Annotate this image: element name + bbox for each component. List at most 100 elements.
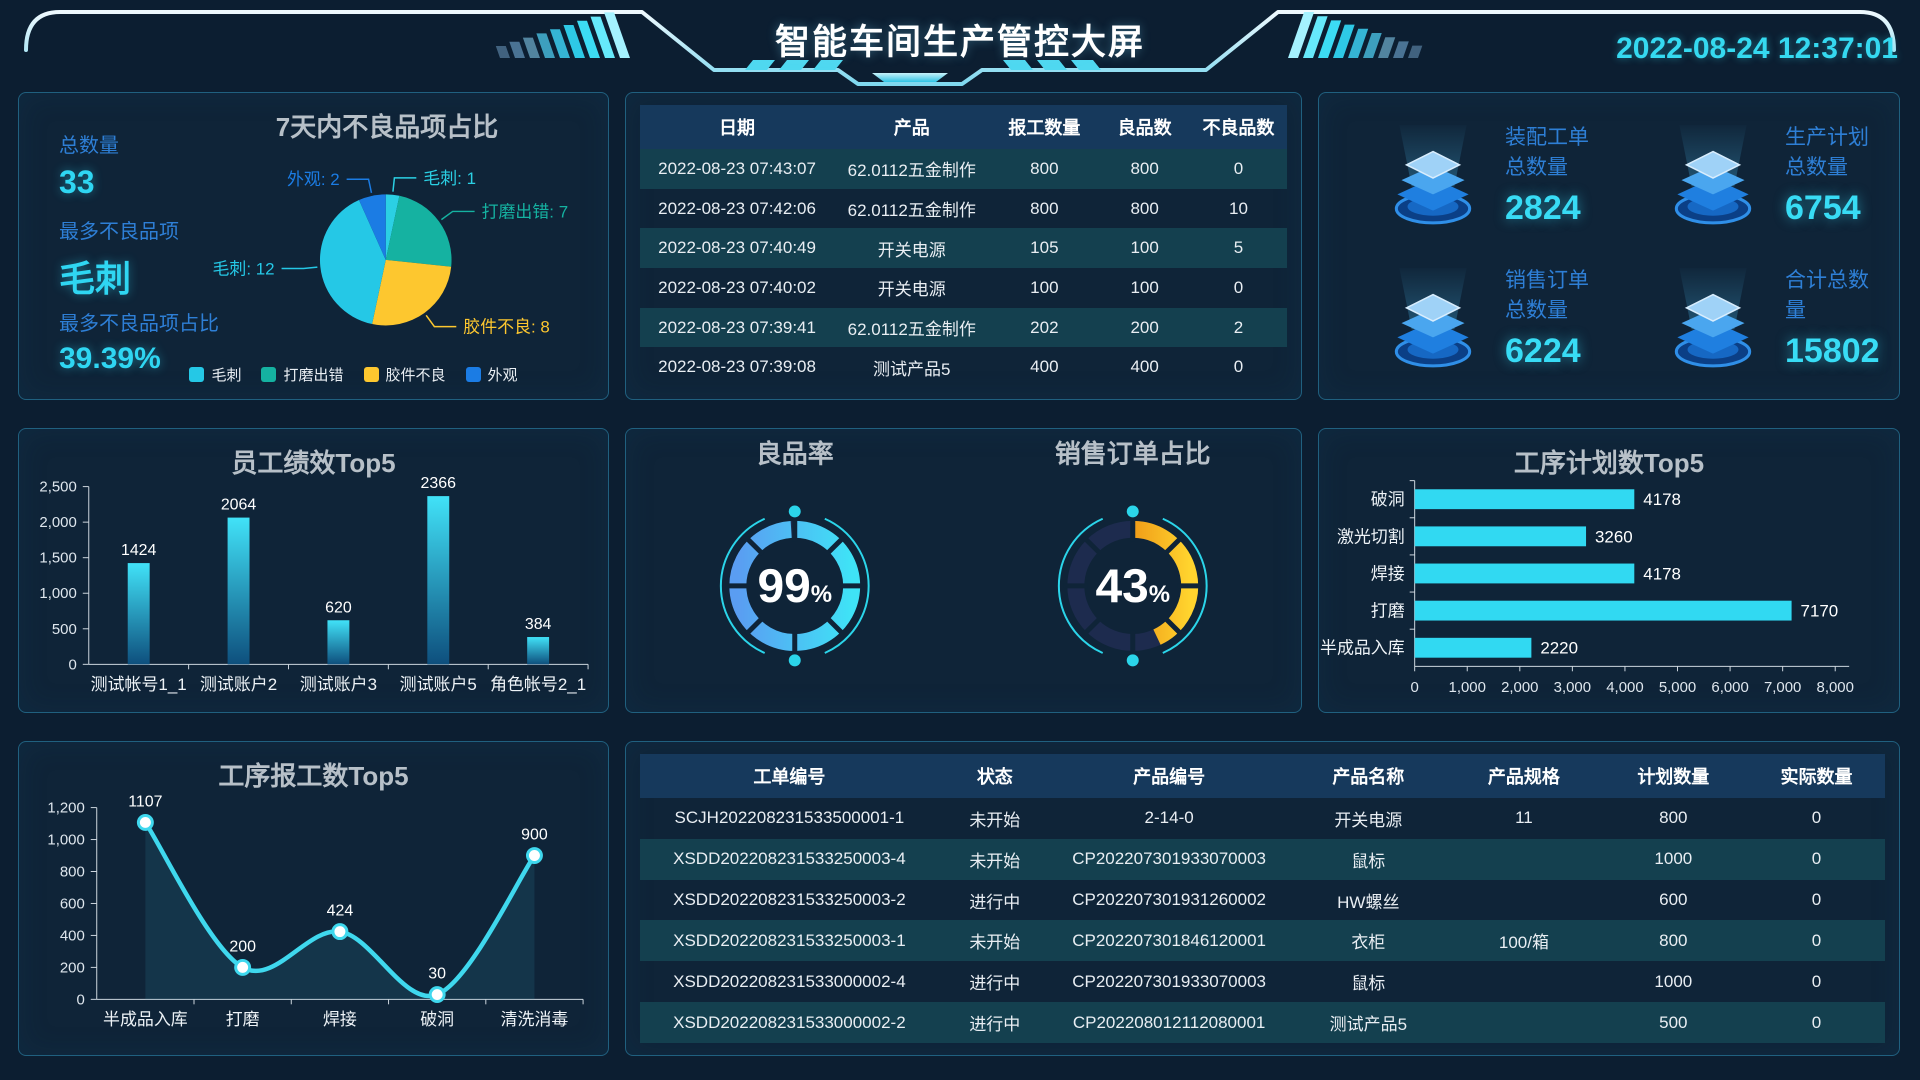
stat-value: 33 — [59, 164, 95, 200]
table-row: SCJH202208231533500001-1 未开始 2-14-0 开关电源 11 8… — [640, 798, 1885, 839]
cell: 200 — [1130, 317, 1159, 337]
cell: HW螺丝 — [1337, 892, 1400, 912]
y-tick-label: 0 — [68, 656, 76, 673]
stripe — [1408, 45, 1423, 58]
gauge-dot — [788, 505, 801, 518]
column-header: 产品 — [893, 118, 930, 138]
cell: 800 — [1659, 808, 1688, 828]
table-row: 2022-08-23 07:40:02 开关电源 100 100 0 — [640, 268, 1287, 308]
y-tick-label: 0 — [76, 991, 84, 1008]
report-table: 日期 产品 报工数量 良品数 不良品数 2022-08-23 07:43:07 62.011… — [640, 105, 1287, 387]
cell: 800 — [1130, 198, 1159, 218]
layers-icon — [1657, 119, 1769, 231]
gauge-dot — [1126, 505, 1139, 518]
y-tick-label: 400 — [60, 927, 85, 944]
table-row: 2022-08-23 07:39:41 62.0112五金制作 202 200 2 — [640, 307, 1287, 348]
card-label: 生产计划总数量 — [1785, 126, 1869, 179]
stripe — [1303, 16, 1328, 58]
card-label: 装配工单总数量 — [1505, 126, 1589, 179]
cell: SCJH202208231533500001-1 — [674, 808, 905, 828]
panel-process-report: 工序报工数Top5 0 200 400 600 800 1,000 1,200 1107 半成品… — [18, 741, 609, 1056]
cell: CP202207301933070003 — [1072, 971, 1267, 991]
gauge-dot — [1126, 654, 1139, 667]
table-row: XSDD202208231533000002-2 进行中 CP20220801211… — [640, 1002, 1885, 1043]
cell: 鼠标 — [1351, 851, 1386, 871]
legend-swatch — [363, 367, 379, 382]
legend-item[interactable]: 胶件不良 — [363, 364, 446, 385]
bar — [1414, 600, 1792, 621]
cell: 800 — [1030, 198, 1059, 218]
stripe — [495, 46, 510, 58]
defect-total-stat: 总数量 33 — [59, 129, 119, 201]
employee-bar-chart: 0 500 1,000 1,500 2,000 2,500 1424 测试帐号1_1 2064 测… — [39, 475, 589, 694]
x-tick-label: 7,000 — [1764, 679, 1801, 696]
bar-value: 1424 — [121, 542, 157, 559]
y-tick-label: 200 — [60, 959, 85, 976]
legend-item[interactable]: 外观 — [465, 364, 518, 385]
cell: XSDD202208231533250003-2 — [673, 890, 906, 910]
stat-value: 39.39% — [59, 342, 161, 375]
cell: 800 — [1659, 930, 1688, 950]
cell: 2 — [1233, 317, 1244, 337]
bar-value: 7170 — [1801, 602, 1839, 621]
cell: XSDD202208231533000002-2 — [673, 1012, 906, 1032]
cell: 进行中 — [969, 974, 1021, 994]
cell: 100 — [1130, 238, 1159, 258]
panel-employee-perf: 员工绩效Top5 0 500 1,000 1,500 2,000 2,500 1424 测试帐… — [18, 428, 609, 713]
cell: 测试产品5 — [872, 359, 951, 379]
stat-card-assembly: 装配工单总数量 2824 — [1329, 103, 1609, 246]
stat-card-plan: 生产计划总数量 6754 — [1609, 103, 1889, 246]
cell: CP202208012112080001 — [1072, 1012, 1266, 1032]
column-header: 不良品数 — [1202, 118, 1275, 138]
cell: 2022-08-23 07:40:02 — [658, 277, 816, 297]
y-tick-label: 1,000 — [39, 585, 76, 602]
cell: 开关电源 — [877, 240, 946, 260]
column-header: 报工数量 — [1008, 118, 1081, 138]
segment — [779, 60, 809, 70]
segment — [1003, 60, 1033, 70]
point-value: 900 — [521, 827, 548, 844]
data-point — [331, 923, 349, 941]
cell: 400 — [1130, 357, 1159, 377]
cell: 62.0112五金制作 — [847, 201, 976, 220]
defect-top-ratio-stat: 最多不良品项占比 39.39% — [59, 307, 219, 376]
bar-value: 384 — [525, 616, 552, 633]
layers-icon — [1377, 262, 1489, 374]
dashboard-grid: 7天内不良品项占比 总数量 33 最多不良品项 毛刺 最多不良品项占比 39.3… — [18, 92, 1900, 1056]
cell: 2-14-0 — [1144, 808, 1194, 828]
bar-value: 2366 — [421, 475, 457, 492]
bar — [1414, 489, 1635, 510]
cell: 62.0112五金制作 — [847, 161, 976, 181]
pie-label-line — [392, 177, 417, 192]
legend-item[interactable]: 毛刺 — [189, 364, 241, 385]
legend-item[interactable]: 打磨出错 — [261, 364, 344, 385]
bar-value: 3260 — [1595, 527, 1633, 546]
panel-title-employee: 员工绩效Top5 — [231, 448, 396, 478]
stat-label: 总数量 — [59, 135, 119, 157]
y-tick-label: 500 — [52, 621, 77, 638]
table-row: 2022-08-23 07:40:49 开关电源 105 100 5 — [640, 228, 1287, 269]
segment — [1071, 60, 1101, 70]
cell: 2022-08-23 07:43:07 — [658, 158, 816, 178]
column-header: 计划数量 — [1637, 767, 1710, 787]
stat-value: 毛刺 — [59, 258, 132, 299]
line-area — [145, 822, 535, 1000]
table-row: XSDD202208231533250003-4 未开始 CP20220730193… — [640, 838, 1885, 880]
cell: 开关电源 — [877, 280, 946, 300]
panel-order-stats: 装配工单总数量 2824 生产计划总数量 6754 销售订单总数量 6224 — [1318, 92, 1900, 400]
stripe — [604, 12, 630, 58]
point-value: 1107 — [128, 794, 162, 811]
bar — [1414, 637, 1532, 658]
stripe — [563, 25, 585, 58]
stripe — [1393, 41, 1409, 58]
x-tick-label: 6,000 — [1711, 679, 1748, 696]
pie-label-line — [346, 178, 373, 194]
x-category-label: 测试帐号1_1 — [91, 675, 187, 694]
stripe — [1333, 24, 1355, 59]
legend-swatch — [465, 367, 481, 382]
table-row: XSDD202208231533250003-2 进行中 CP20220730193… — [640, 880, 1885, 921]
panel-process-plan: 工序计划数Top5 0 1,000 2,000 3,000 4,000 5,000 6,00… — [1318, 428, 1900, 713]
card-label: 销售订单总数量 — [1505, 269, 1589, 322]
cell: 2022-08-23 07:42:06 — [658, 198, 816, 218]
x-category-label: 打磨 — [226, 1010, 260, 1029]
